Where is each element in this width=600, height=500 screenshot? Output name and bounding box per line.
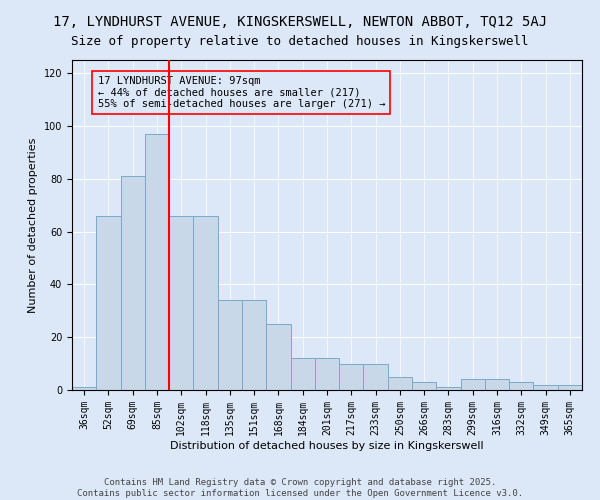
Bar	[218, 300, 242, 390]
Text: 17 LYNDHURST AVENUE: 97sqm
← 44% of detached houses are smaller (217)
55% of sem: 17 LYNDHURST AVENUE: 97sqm ← 44% of deta…	[97, 76, 385, 109]
Bar	[242, 300, 266, 390]
Bar	[72, 388, 96, 390]
Bar	[121, 176, 145, 390]
X-axis label: Distribution of detached houses by size in Kingskerswell: Distribution of detached houses by size …	[170, 440, 484, 450]
Text: 17, LYNDHURST AVENUE, KINGSKERSWELL, NEWTON ABBOT, TQ12 5AJ: 17, LYNDHURST AVENUE, KINGSKERSWELL, NEW…	[53, 15, 547, 29]
Bar	[145, 134, 169, 390]
Bar	[436, 388, 461, 390]
Bar	[558, 384, 582, 390]
Y-axis label: Number of detached properties: Number of detached properties	[28, 138, 38, 312]
Bar	[96, 216, 121, 390]
Bar	[533, 384, 558, 390]
Bar	[485, 380, 509, 390]
Bar	[388, 377, 412, 390]
Bar	[290, 358, 315, 390]
Bar	[412, 382, 436, 390]
Bar	[461, 380, 485, 390]
Bar	[193, 216, 218, 390]
Text: Contains HM Land Registry data © Crown copyright and database right 2025.
Contai: Contains HM Land Registry data © Crown c…	[77, 478, 523, 498]
Bar	[315, 358, 339, 390]
Bar	[266, 324, 290, 390]
Bar	[339, 364, 364, 390]
Bar	[364, 364, 388, 390]
Bar	[509, 382, 533, 390]
Bar	[169, 216, 193, 390]
Text: Size of property relative to detached houses in Kingskerswell: Size of property relative to detached ho…	[71, 35, 529, 48]
